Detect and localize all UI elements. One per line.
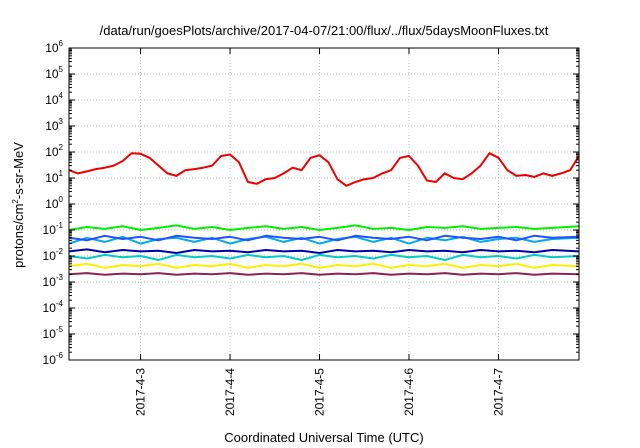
- y-tick-label: 106: [45, 39, 63, 55]
- y-tick-label: 10-2: [43, 247, 64, 263]
- y-tick-label: 102: [45, 143, 63, 159]
- x-axis-label: Coordinated Universal Time (UTC): [224, 430, 423, 445]
- y-tick-label: 10-1: [43, 221, 64, 237]
- chart-title: /data/run/goesPlots/archive/2017-04-07/2…: [100, 23, 549, 38]
- y-tick-label: 10-6: [43, 351, 64, 367]
- series-line-7: [68, 262, 580, 269]
- series-line-2: [68, 224, 580, 231]
- y-tick-label: 104: [45, 91, 63, 107]
- series-line-5: [68, 248, 580, 254]
- x-tick-label: 2017-4-7: [491, 368, 505, 416]
- series-line-8: [68, 272, 580, 276]
- y-tick-label: 10-3: [43, 273, 64, 289]
- y-tick-label: 105: [45, 65, 63, 81]
- series-line-3: [68, 235, 580, 245]
- y-tick-label: 101: [45, 169, 63, 185]
- series-layer: [68, 152, 580, 276]
- x-tick-label: 2017-4-6: [402, 368, 416, 416]
- x-tick-label: 2017-4-3: [134, 368, 148, 416]
- y-tick-label: 100: [45, 195, 63, 211]
- series-line-4: [68, 234, 580, 242]
- x-tick-label: 2017-4-4: [223, 368, 237, 416]
- y-tick-label: 10-4: [43, 299, 64, 315]
- y-tick-label: 103: [45, 117, 63, 133]
- series-line-6: [68, 253, 580, 261]
- x-tick-labels: 2017-4-3 2017-4-4 2017-4-5 2017-4-6 2017-4-7: [134, 368, 506, 416]
- series-line-1: [68, 152, 580, 187]
- y-tick-label: 10-5: [43, 325, 64, 341]
- y-axis-label: protons/cm2-s-sr-MeV: [11, 142, 26, 268]
- grid: [69, 48, 579, 360]
- axis-ticks: [69, 47, 579, 361]
- x-tick-label: 2017-4-5: [313, 368, 327, 416]
- y-tick-labels: 10-6 10-5 10-4 10-3 10-2 10-1 100 101 102 103 104 1…: [43, 39, 64, 367]
